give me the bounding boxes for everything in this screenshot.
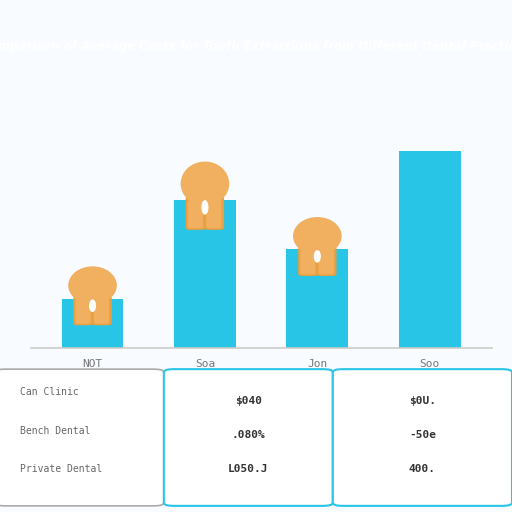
Text: -50e: -50e bbox=[409, 430, 436, 440]
Ellipse shape bbox=[69, 267, 116, 304]
Text: 400.: 400. bbox=[409, 463, 436, 474]
Bar bbox=[61, 299, 123, 348]
FancyBboxPatch shape bbox=[207, 201, 221, 228]
Ellipse shape bbox=[195, 166, 205, 170]
Ellipse shape bbox=[308, 221, 317, 225]
Text: Can Clinic: Can Clinic bbox=[20, 387, 79, 397]
Ellipse shape bbox=[83, 270, 93, 274]
Bar bbox=[174, 200, 236, 348]
FancyBboxPatch shape bbox=[317, 247, 336, 275]
Ellipse shape bbox=[294, 218, 341, 254]
Bar bbox=[286, 249, 348, 348]
Text: L050.J: L050.J bbox=[228, 463, 269, 474]
Ellipse shape bbox=[202, 201, 208, 214]
Ellipse shape bbox=[88, 270, 98, 274]
Ellipse shape bbox=[311, 221, 337, 252]
Ellipse shape bbox=[200, 166, 210, 170]
Ellipse shape bbox=[298, 221, 332, 251]
FancyBboxPatch shape bbox=[93, 297, 111, 325]
Ellipse shape bbox=[73, 270, 107, 301]
Ellipse shape bbox=[87, 270, 113, 301]
FancyBboxPatch shape bbox=[186, 197, 205, 229]
FancyBboxPatch shape bbox=[95, 300, 109, 323]
Ellipse shape bbox=[90, 300, 95, 311]
FancyBboxPatch shape bbox=[319, 251, 333, 274]
Ellipse shape bbox=[314, 251, 320, 262]
Ellipse shape bbox=[205, 166, 215, 170]
Ellipse shape bbox=[181, 162, 228, 205]
Bar bbox=[399, 151, 461, 348]
Ellipse shape bbox=[92, 270, 102, 274]
FancyBboxPatch shape bbox=[301, 251, 315, 274]
Ellipse shape bbox=[317, 221, 327, 225]
Text: $0U.: $0U. bbox=[409, 396, 436, 406]
Text: Private Dental: Private Dental bbox=[20, 464, 103, 474]
Text: Comparison of Average Costs for Tooth Extractions from Different Dental Practice: Comparison of Average Costs for Tooth Ex… bbox=[0, 39, 512, 53]
Text: .080%: .080% bbox=[231, 430, 265, 440]
FancyBboxPatch shape bbox=[333, 369, 512, 506]
Text: Bench Dental: Bench Dental bbox=[20, 425, 91, 436]
FancyBboxPatch shape bbox=[74, 297, 93, 325]
Ellipse shape bbox=[312, 221, 323, 225]
FancyBboxPatch shape bbox=[76, 300, 90, 323]
FancyBboxPatch shape bbox=[205, 197, 223, 229]
Text: $040: $040 bbox=[235, 396, 262, 406]
FancyBboxPatch shape bbox=[0, 369, 164, 506]
FancyBboxPatch shape bbox=[164, 369, 333, 506]
FancyBboxPatch shape bbox=[299, 247, 317, 275]
FancyBboxPatch shape bbox=[188, 201, 202, 228]
Ellipse shape bbox=[185, 166, 220, 201]
Ellipse shape bbox=[199, 165, 225, 202]
